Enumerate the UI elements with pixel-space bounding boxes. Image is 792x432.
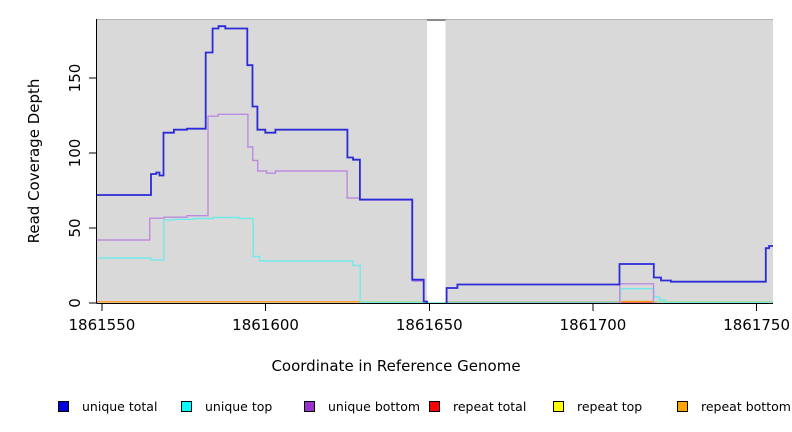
x-tick-label: 1861700 — [560, 316, 627, 334]
y-axis-title: Read Coverage Depth — [25, 78, 43, 244]
legend-swatch-icon — [553, 400, 564, 412]
legend-swatch-icon — [304, 400, 315, 412]
series-line-unique-total — [97, 25, 428, 303]
x-tick-label: 1861550 — [69, 316, 136, 334]
legend-label: unique top — [205, 398, 273, 414]
series-line-unique-top — [97, 216, 773, 304]
legend-item-repeat-top: repeat top — [553, 397, 642, 415]
legend-swatch-icon — [677, 400, 688, 412]
legend-swatch-icon — [181, 400, 192, 412]
y-tick-label: 0 — [66, 298, 84, 308]
legend-item-repeat-total: repeat total — [429, 397, 526, 415]
y-tick-label: 150 — [66, 64, 84, 93]
legend-swatch-icon — [58, 400, 69, 412]
x-tick-label: 1861600 — [232, 316, 299, 334]
legend-label: unique total — [82, 398, 158, 414]
legend: unique total unique top unique bottom repea… — [0, 397, 792, 419]
y-tick-label: 100 — [66, 139, 84, 168]
legend-swatch-icon — [429, 400, 440, 412]
legend-item-unique-top: unique top — [181, 397, 272, 415]
x-tick-label: 1861650 — [396, 316, 463, 334]
legend-label: repeat bottom — [701, 398, 791, 414]
x-tick-label: 1861750 — [723, 316, 790, 334]
legend-item-unique-bottom: unique bottom — [304, 397, 420, 415]
legend-label: unique bottom — [328, 398, 421, 414]
series-line-unique-total — [445, 245, 773, 304]
legend-label: repeat total — [453, 398, 527, 414]
legend-label: repeat top — [577, 398, 643, 414]
legend-item-repeat-bottom: repeat bottom — [677, 397, 791, 415]
x-axis-title: Coordinate in Reference Genome — [271, 357, 521, 375]
y-tick-label: 50 — [66, 218, 84, 237]
legend-item-unique-total: unique total — [58, 397, 157, 415]
missing-data-band — [426, 19, 446, 303]
